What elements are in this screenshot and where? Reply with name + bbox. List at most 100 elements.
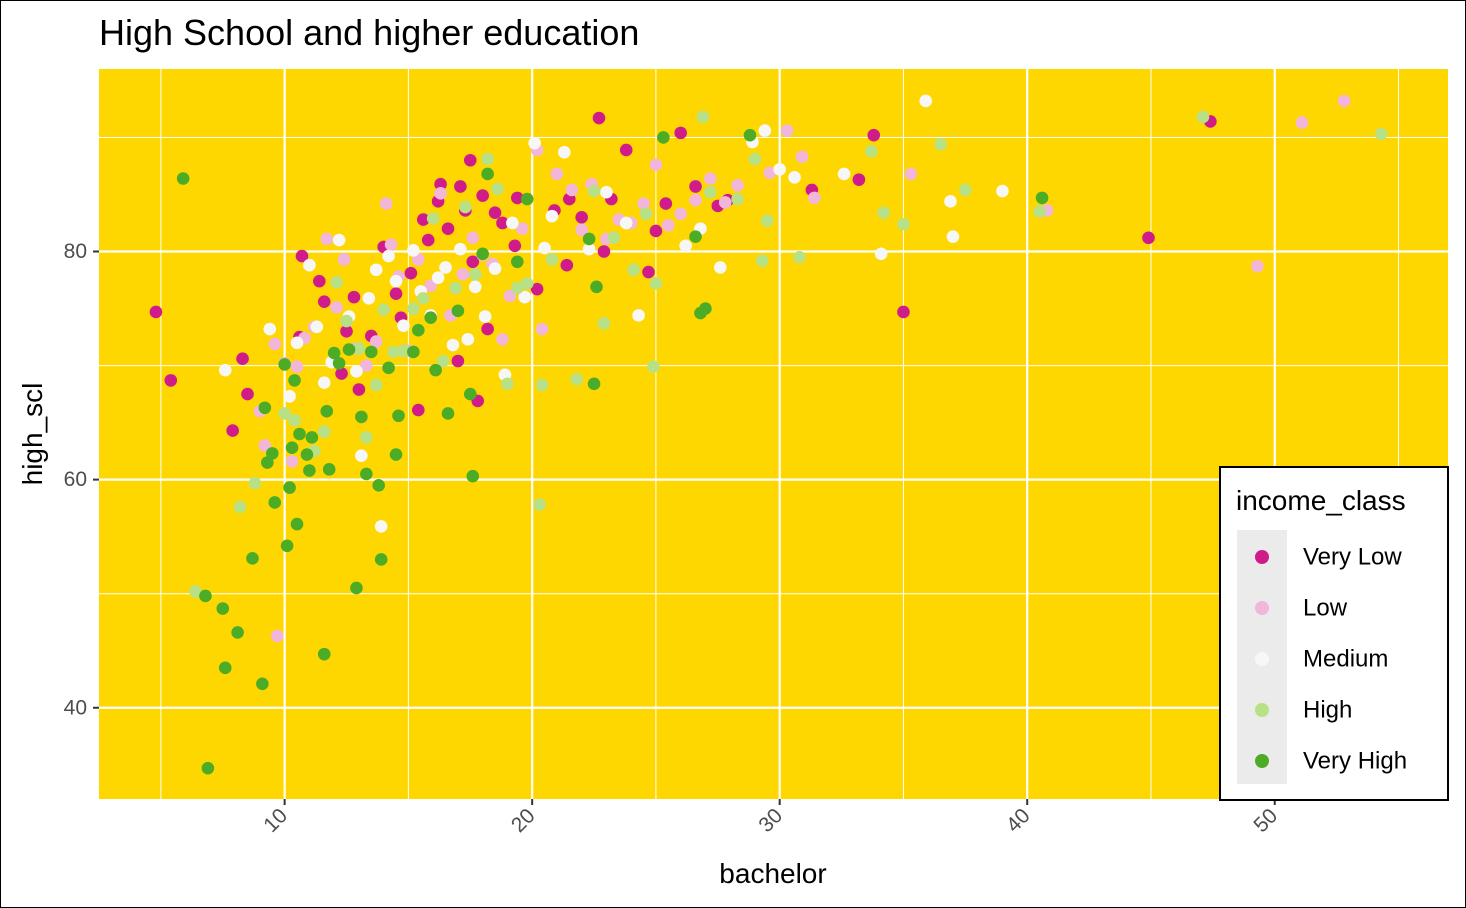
data-point-high bbox=[449, 281, 462, 295]
data-point-high bbox=[436, 354, 450, 368]
legend-title: income_class bbox=[1236, 485, 1406, 516]
data-point-medium bbox=[478, 310, 492, 323]
data-point-very-low bbox=[389, 287, 403, 301]
data-point-very-high bbox=[657, 131, 670, 144]
data-point-medium bbox=[332, 233, 346, 247]
data-point-low bbox=[731, 179, 744, 192]
data-point-medium bbox=[218, 363, 232, 377]
data-point-low bbox=[704, 172, 717, 185]
data-point-very-high bbox=[590, 280, 603, 294]
data-point-very-high bbox=[441, 407, 455, 420]
y-axis-ticks: 40 60 80 bbox=[64, 240, 99, 719]
data-point-low bbox=[565, 183, 579, 197]
data-point-low bbox=[808, 191, 821, 205]
data-point-very-low bbox=[689, 180, 702, 193]
data-point-high bbox=[491, 182, 504, 196]
data-point-high bbox=[248, 476, 262, 490]
x-axis-title: bachelor bbox=[719, 858, 826, 889]
data-point-very-low bbox=[674, 126, 687, 140]
data-point-very-high bbox=[360, 467, 373, 481]
data-point-medium bbox=[362, 291, 376, 305]
data-point-very-high bbox=[258, 401, 272, 415]
legend-key-medium bbox=[1255, 652, 1269, 666]
data-point-very-high bbox=[412, 323, 425, 337]
data-point-low bbox=[904, 167, 918, 181]
data-point-very-high bbox=[265, 447, 279, 460]
data-point-very-high bbox=[303, 464, 316, 477]
data-point-very-low bbox=[488, 206, 502, 220]
data-point-medium bbox=[758, 124, 772, 137]
data-point-high bbox=[330, 275, 343, 289]
data-point-low bbox=[780, 124, 794, 137]
data-point-very-high bbox=[305, 431, 319, 444]
data-point-very-low bbox=[852, 173, 866, 186]
data-point-high bbox=[545, 253, 559, 266]
data-point-very-high bbox=[582, 232, 596, 246]
data-point-high bbox=[639, 207, 653, 221]
data-point-low bbox=[503, 289, 517, 303]
y-tick-label: 40 bbox=[64, 696, 87, 719]
data-point-high bbox=[377, 303, 390, 316]
x-tick-label: 40 bbox=[1002, 804, 1035, 837]
data-point-low bbox=[369, 335, 383, 348]
data-point-very-high bbox=[218, 661, 232, 675]
data-point-very-low bbox=[867, 128, 881, 142]
data-point-low bbox=[379, 197, 393, 210]
data-point-low bbox=[637, 197, 650, 210]
data-point-high bbox=[317, 425, 331, 439]
data-point-very-low bbox=[496, 216, 509, 230]
data-point-very-low bbox=[649, 224, 663, 238]
legend-label-medium: Medium bbox=[1303, 646, 1388, 673]
data-point-high bbox=[934, 137, 947, 151]
data-point-high bbox=[793, 250, 806, 264]
data-point-medium bbox=[468, 280, 482, 294]
data-point-very-high bbox=[342, 343, 356, 356]
data-point-very-high bbox=[231, 626, 244, 639]
y-tick-label: 60 bbox=[64, 468, 87, 491]
data-point-high bbox=[959, 183, 972, 197]
data-points bbox=[149, 94, 1388, 775]
data-point-very-high bbox=[520, 192, 534, 206]
data-point-very-high bbox=[364, 345, 378, 359]
x-tick-label: 30 bbox=[754, 804, 787, 837]
data-point-high bbox=[468, 268, 482, 281]
data-point-low bbox=[496, 333, 509, 346]
data-point-very-high bbox=[511, 255, 524, 269]
legend-label-very-high: Very High bbox=[1303, 748, 1407, 775]
data-point-very-low bbox=[352, 383, 366, 396]
data-point-high bbox=[647, 360, 660, 374]
data-point-high bbox=[731, 192, 744, 206]
data-point-very-high bbox=[278, 358, 291, 371]
data-point-very-low bbox=[659, 197, 673, 210]
data-point-high bbox=[1033, 205, 1046, 218]
data-point-high bbox=[511, 281, 524, 295]
data-point-medium bbox=[538, 241, 551, 255]
data-point-high bbox=[369, 378, 383, 392]
legend-key-very-high bbox=[1255, 754, 1269, 768]
data-point-high bbox=[501, 377, 514, 391]
data-point-high bbox=[387, 345, 400, 359]
data-point-medium bbox=[679, 239, 692, 253]
data-point-very-high bbox=[424, 311, 437, 324]
data-point-very-high bbox=[429, 363, 442, 377]
data-point-medium bbox=[600, 185, 613, 199]
legend-label-low: Low bbox=[1303, 595, 1348, 622]
data-point-very-high bbox=[481, 167, 494, 181]
data-point-high bbox=[864, 144, 878, 158]
data-point-very-low bbox=[481, 322, 494, 336]
legend-entries: Very Low Low Medium High Very High bbox=[1255, 544, 1407, 775]
data-point-very-high bbox=[256, 677, 269, 691]
data-point-high bbox=[704, 185, 717, 199]
data-point-very-low bbox=[340, 325, 353, 338]
data-point-very-low bbox=[149, 305, 163, 319]
data-point-high bbox=[649, 277, 663, 290]
data-point-very-high bbox=[1035, 191, 1049, 205]
data-point-very-low bbox=[476, 189, 489, 202]
data-point-very-low bbox=[412, 403, 425, 417]
data-point-medium bbox=[944, 195, 957, 208]
y-tick-label: 80 bbox=[64, 240, 87, 263]
data-point-low bbox=[268, 337, 282, 351]
legend: income_class Very Low Low Medium High Very H… bbox=[1219, 466, 1449, 801]
data-point-medium bbox=[788, 171, 801, 184]
data-point-very-low bbox=[619, 143, 633, 157]
